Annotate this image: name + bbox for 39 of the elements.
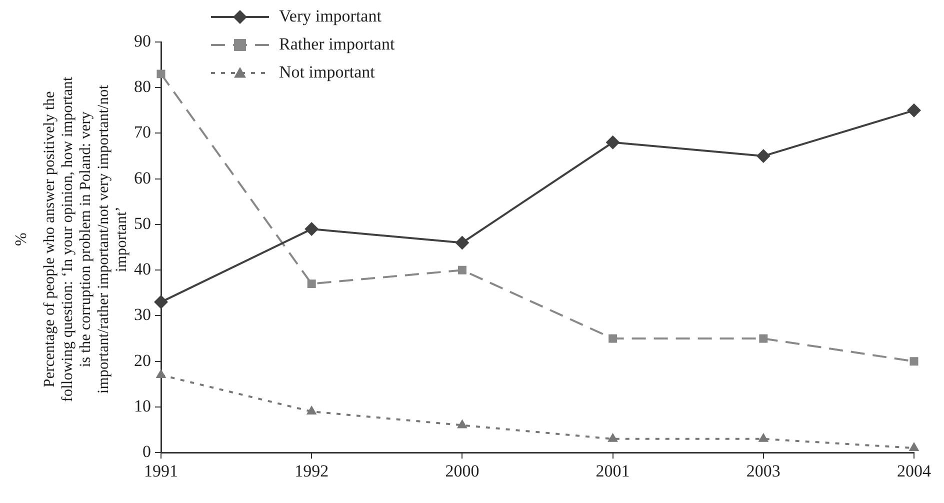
- legend-label: Rather important: [279, 34, 395, 54]
- point: [307, 280, 316, 288]
- point: [154, 295, 168, 310]
- point: [907, 103, 921, 118]
- x-tick-label: 2001: [596, 461, 630, 480]
- point: [608, 432, 618, 442]
- point: [759, 334, 768, 343]
- point: [908, 442, 920, 452]
- point: [910, 357, 918, 366]
- point: [304, 222, 319, 236]
- legend-label: Very important: [279, 6, 382, 26]
- y-tick-label: 70: [134, 122, 151, 142]
- x-tick-label: 1992: [294, 461, 329, 480]
- text: %: [13, 232, 30, 246]
- y-tick-label: 10: [134, 396, 151, 416]
- point: [458, 266, 466, 274]
- point: [756, 149, 770, 164]
- point: [156, 70, 166, 78]
- point: [455, 236, 470, 250]
- x-tick-label: 1991: [144, 461, 178, 480]
- point: [606, 135, 620, 150]
- point: [457, 419, 468, 428]
- y-tick-label: 0: [142, 442, 151, 462]
- x-tick-label: 2003: [746, 461, 780, 480]
- point: [156, 369, 166, 378]
- y-axis-title: Percentage of people who answer positively the following question: ‘In your opinion, how important is the corruption problem in Poland: very important/rather important/not very important/not important’: [41, 76, 130, 402]
- y-tick-label: 40: [134, 260, 151, 279]
- y-tick-label: 60: [134, 168, 151, 188]
- point: [306, 406, 317, 415]
- y-tick-label: 50: [134, 214, 151, 233]
- point: [608, 334, 618, 343]
- y-tick-label: 80: [134, 77, 151, 96]
- y-tick-label: 90: [134, 31, 151, 50]
- legend-label: Not important: [279, 62, 376, 82]
- x-tick-label: 2004: [897, 461, 932, 480]
- x-tick-label: 2000: [445, 461, 480, 480]
- y-tick-label: 30: [134, 305, 151, 324]
- point: [758, 432, 769, 442]
- y-tick-label: 20: [134, 350, 151, 370]
